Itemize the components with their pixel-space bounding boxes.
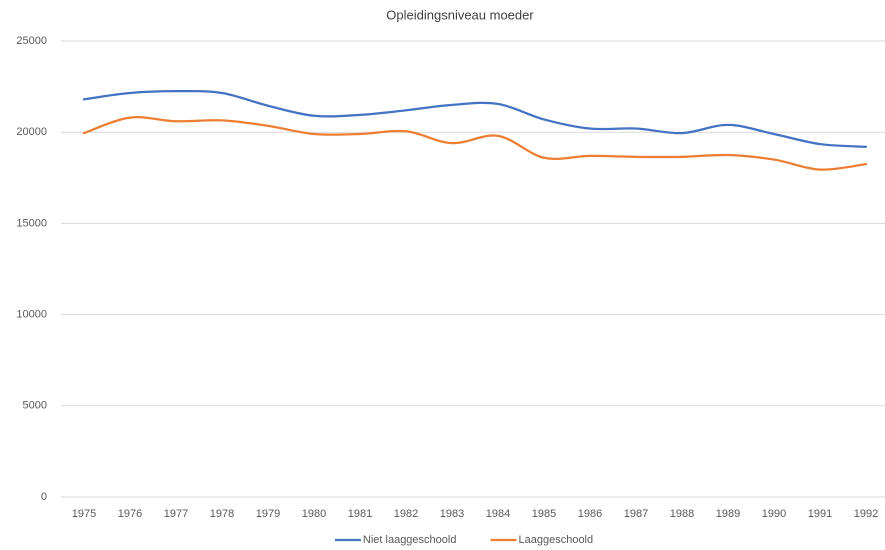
x-tick-label: 1992 (854, 508, 878, 520)
chart-title: Opleidingsniveau moeder (386, 7, 534, 22)
x-tick-label: 1987 (624, 508, 648, 520)
x-tick-label: 1986 (578, 508, 602, 520)
y-tick-label: 15000 (16, 217, 47, 229)
y-tick-label: 5000 (23, 400, 47, 412)
x-tick-label: 1989 (716, 508, 740, 520)
x-tick-label: 1984 (486, 508, 510, 520)
x-tick-label: 1983 (440, 508, 464, 520)
x-tick-label: 1988 (670, 508, 694, 520)
x-tick-label: 1981 (348, 508, 372, 520)
x-tick-label: 1982 (394, 508, 418, 520)
x-tick-label: 1990 (762, 508, 786, 520)
y-tick-label: 0 (41, 491, 47, 503)
legend-label: Laaggeschoold (519, 534, 594, 546)
x-tick-label: 1980 (302, 508, 326, 520)
x-tick-label: 1979 (256, 508, 280, 520)
y-tick-label: 10000 (16, 309, 47, 321)
x-tick-label: 1977 (164, 508, 188, 520)
y-tick-label: 20000 (16, 126, 47, 138)
x-tick-label: 1985 (532, 508, 556, 520)
x-tick-label: 1975 (72, 508, 96, 520)
line-series (82, 116, 868, 171)
x-tick-label: 1991 (808, 508, 832, 520)
line-series (82, 89, 868, 148)
x-tick-label: 1978 (210, 508, 234, 520)
x-tick-label: 1976 (118, 508, 142, 520)
y-tick-label: 25000 (16, 35, 47, 47)
legend-label: Niet laaggeschoold (363, 534, 457, 546)
